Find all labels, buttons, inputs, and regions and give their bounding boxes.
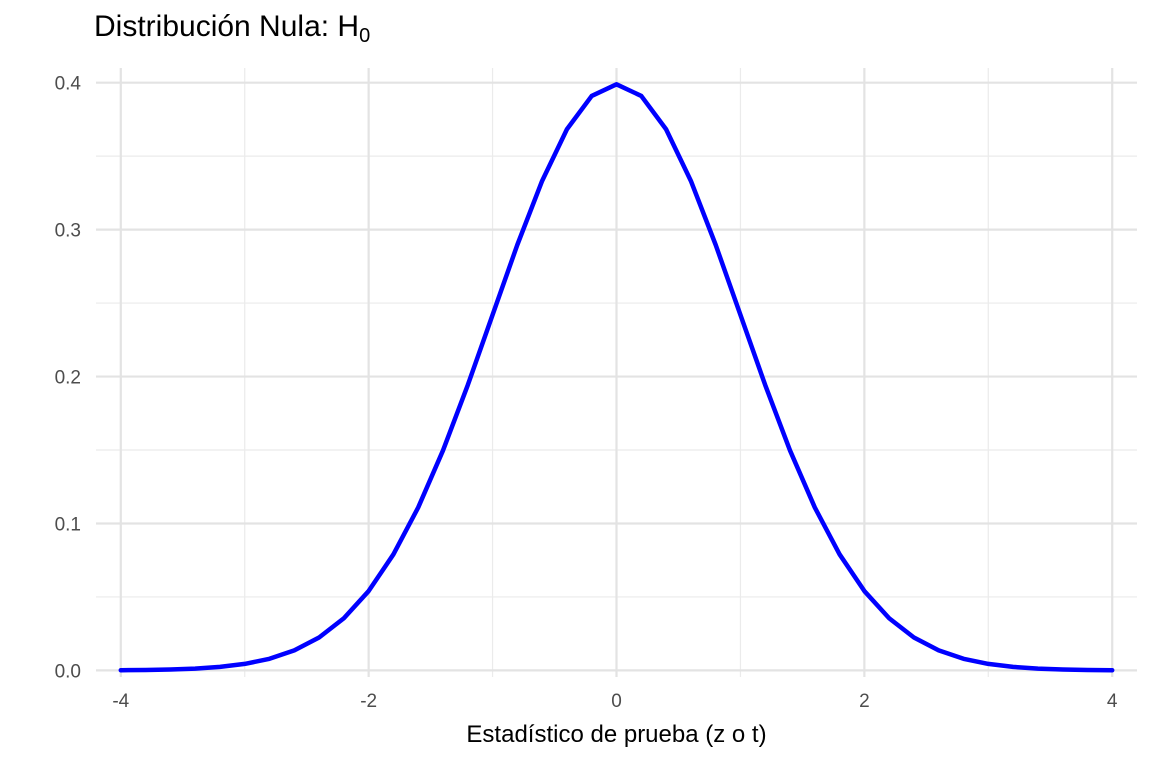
series-layer [118,82,1115,673]
y-tick-label: 0.1 [55,514,81,535]
y-tick-labels: 0.0 0.1 0.2 0.3 0.4 [55,74,82,683]
chart-title-subscript: 0 [359,25,371,47]
chart-title: Distribución Nula: H0 [94,10,370,48]
grid-major [96,68,1137,677]
x-tick-labels: -4 -2 0 2 4 [112,691,1118,712]
y-tick-label: 0.0 [55,661,81,682]
chart-title-text: Distribución Nula: H [94,10,360,43]
y-tick-label: 0.2 [55,368,81,389]
x-tick-label: -2 [360,691,377,712]
x-tick-label: 4 [1107,691,1118,712]
y-tick-label: 0.3 [55,221,81,242]
x-axis-title: Estadístico de prueba (z o t) [466,721,766,748]
x-tick-label: -4 [112,691,129,712]
density-curve-line [118,82,1115,673]
x-tick-label: 2 [859,691,870,712]
x-tick-label: 0 [611,691,622,712]
y-tick-label: 0.4 [55,74,82,95]
